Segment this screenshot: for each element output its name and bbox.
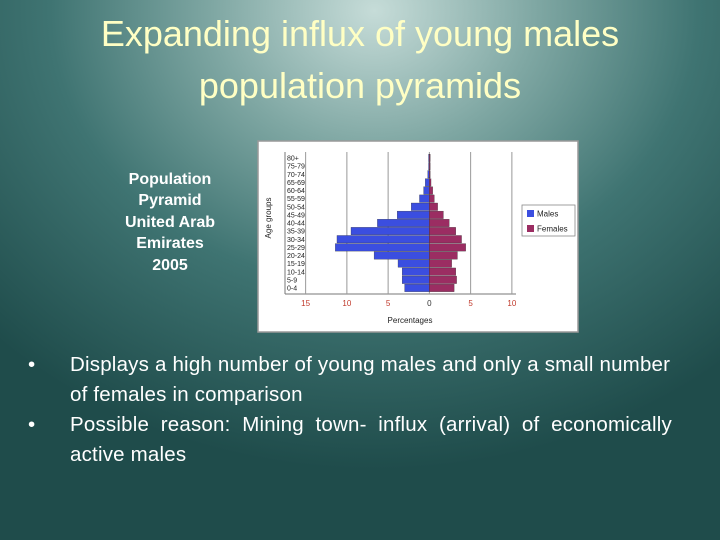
bar	[373, 251, 430, 260]
bar	[429, 227, 456, 236]
bar	[429, 235, 462, 244]
bar	[429, 162, 431, 171]
bar	[429, 178, 432, 187]
bar	[429, 170, 431, 179]
bar	[401, 267, 430, 276]
legend-label: Males	[537, 210, 558, 219]
x-tick-label: 15	[301, 299, 310, 308]
bar	[397, 259, 430, 268]
bar	[429, 219, 450, 227]
bar	[429, 259, 452, 268]
legend-swatch	[527, 210, 534, 217]
bar	[350, 227, 430, 236]
bullet: Displays a high number of young males an…	[28, 350, 672, 410]
y-tick-label: 5-9	[287, 277, 297, 284]
chart: 15 10 5 0 5 10 0-4 5-910-1415-1920-2425-2930-34…	[264, 152, 576, 325]
x-tick-label: 0	[427, 299, 432, 308]
y-tick-label: 55-59	[287, 196, 305, 203]
y-tick-label: 35-39	[287, 229, 305, 236]
y-tick-label: 20-24	[287, 253, 305, 260]
bar	[336, 235, 430, 244]
y-tick-label: 50-54	[287, 204, 305, 211]
y-tick-label: 30-34	[287, 237, 305, 244]
bar	[427, 170, 430, 179]
x-axis-title: Percentages	[388, 316, 433, 325]
bar	[429, 251, 458, 260]
bar	[429, 284, 455, 292]
bar	[429, 202, 438, 211]
y-tick-label: 25-29	[287, 245, 305, 252]
y-tick-label: 0-4	[287, 286, 297, 293]
y-tick-label: 45-49	[287, 212, 305, 219]
x-tick-label: 5	[386, 299, 391, 308]
caption-line: Pyramid	[138, 192, 201, 209]
caption-line: 2005	[152, 257, 188, 274]
y-tick-label: 15-19	[287, 261, 305, 268]
caption-line: Emirates	[136, 235, 204, 252]
bar	[429, 267, 456, 276]
bar	[429, 186, 433, 195]
x-tick-label: 10	[342, 299, 351, 308]
bar	[401, 275, 430, 284]
y-tick-label: 10-14	[287, 269, 305, 276]
y-tick-label: 75-79	[287, 164, 305, 171]
caption-line: Population	[129, 171, 212, 188]
legend-label: Females	[537, 225, 568, 234]
legend-swatch	[527, 225, 534, 232]
x-tick-label: 10	[507, 299, 516, 308]
bar	[425, 178, 430, 187]
y-tick-label: 80+	[287, 156, 299, 163]
x-tick-label: 5	[468, 299, 473, 308]
bar	[429, 243, 466, 252]
y-tick-label: 65-69	[287, 180, 305, 187]
bullet: Possible reason: Mining town- influx (ar…	[28, 410, 672, 470]
bar	[429, 194, 435, 203]
y-tick-label: 70-74	[287, 172, 305, 179]
bar	[423, 186, 430, 195]
y-tick-label: 40-44	[287, 221, 305, 228]
bar	[404, 284, 430, 292]
bar	[429, 210, 444, 219]
y-axis-title: Age groups	[264, 198, 273, 239]
bar	[335, 243, 430, 252]
caption-line: United Arab	[125, 214, 215, 231]
bar	[377, 219, 430, 227]
bar	[429, 275, 457, 284]
bar	[411, 202, 430, 211]
title-line: population pyramids	[199, 65, 521, 106]
bar	[429, 154, 431, 162]
bar	[397, 210, 430, 219]
bullet-list: Displays a high number of young males an…	[28, 350, 672, 470]
bar	[419, 194, 430, 203]
title-line: Expanding influx of young males	[101, 13, 619, 54]
y-tick-label: 60-64	[287, 188, 305, 195]
